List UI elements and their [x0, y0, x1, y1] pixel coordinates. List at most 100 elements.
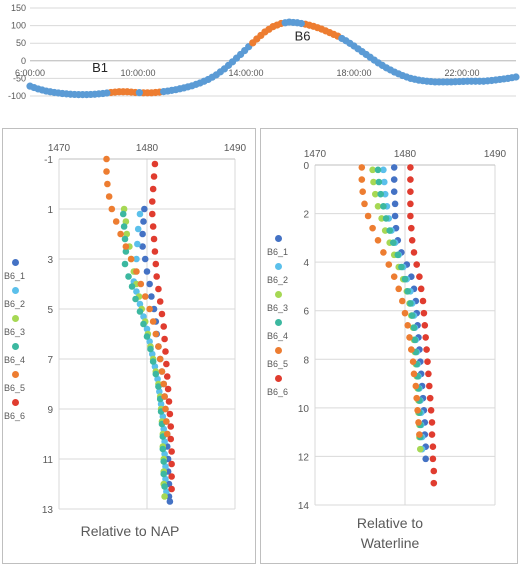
- data-point: [407, 212, 414, 220]
- data-point: [419, 77, 427, 85]
- data-point: [375, 178, 383, 186]
- legend-swatch: [275, 263, 282, 270]
- data-point: [151, 363, 159, 370]
- data-point: [103, 168, 110, 175]
- data-point: [136, 308, 144, 315]
- data-point: [224, 61, 233, 69]
- data-point: [500, 75, 508, 83]
- data-point: [112, 218, 120, 225]
- x-tick-label: 1470: [48, 143, 71, 154]
- data-point: [381, 178, 388, 186]
- data-point: [153, 273, 160, 280]
- data-point: [422, 455, 429, 463]
- data-point: [152, 330, 160, 338]
- data-point: [119, 88, 127, 96]
- waterline-caption-line: Waterline: [360, 535, 420, 551]
- data-point: [407, 300, 414, 307]
- data-point: [408, 312, 416, 319]
- data-point: [133, 288, 140, 295]
- data-point: [143, 325, 151, 333]
- data-point: [416, 273, 423, 281]
- waterline-caption-line: Relative to: [356, 515, 424, 531]
- x-tick-label: 18:00:00: [336, 68, 371, 78]
- data-point: [380, 166, 387, 174]
- data-point: [167, 423, 175, 430]
- data-point: [149, 318, 157, 325]
- data-point: [475, 77, 484, 85]
- data-point: [127, 88, 135, 96]
- data-point: [424, 358, 431, 366]
- x-tick-label: 1490: [484, 149, 507, 160]
- data-point: [428, 431, 436, 438]
- legend-swatch: [12, 259, 19, 266]
- legend-label: B6_1: [267, 247, 289, 257]
- data-point: [386, 66, 395, 74]
- data-point: [380, 249, 387, 256]
- data-point: [133, 268, 140, 275]
- data-point: [390, 239, 397, 247]
- data-point: [134, 240, 141, 248]
- data-point: [467, 77, 476, 85]
- data-point: [135, 89, 143, 97]
- data-point: [370, 56, 378, 64]
- data-point: [407, 164, 414, 171]
- data-point: [166, 498, 174, 505]
- data-point: [164, 385, 172, 393]
- data-point: [273, 21, 281, 29]
- data-point: [297, 19, 305, 28]
- data-point: [281, 19, 289, 27]
- data-point: [427, 406, 435, 414]
- waterline-profile-chart: 0 2 4 6 8 10 12 14 1470 1480 1490: [298, 149, 507, 512]
- data-point: [157, 400, 165, 408]
- data-point: [162, 348, 169, 355]
- data-point: [411, 336, 419, 344]
- data-point: [160, 323, 168, 330]
- data-point: [160, 380, 168, 388]
- data-point: [407, 188, 414, 196]
- data-point: [377, 190, 384, 198]
- data-point: [257, 31, 265, 40]
- data-point: [122, 248, 130, 255]
- legend-item: B6_4: [4, 343, 44, 373]
- data-point: [151, 160, 159, 168]
- data-point: [401, 309, 409, 317]
- legend-label: B6_4: [4, 355, 26, 365]
- data-point: [156, 355, 164, 363]
- data-point: [508, 74, 516, 82]
- legend-item: B6_3: [4, 315, 44, 345]
- data-point: [105, 193, 113, 200]
- data-point: [192, 80, 200, 88]
- data-point: [158, 310, 166, 318]
- nap-profile-panel: -1 1 3 5 7 9 11 13 1470 1480 1490 B6_1 B6_2 B6_3 B6_4…: [2, 128, 256, 564]
- data-point: [103, 155, 110, 163]
- data-point: [422, 334, 429, 341]
- y-tick-label: 11: [43, 455, 54, 466]
- data-point: [146, 338, 153, 345]
- data-point: [151, 248, 159, 255]
- data-point: [159, 413, 167, 420]
- data-point: [429, 455, 437, 463]
- data-point: [168, 473, 175, 480]
- data-point: [459, 77, 467, 85]
- data-point: [426, 394, 434, 402]
- data-point: [359, 188, 366, 196]
- data-point: [241, 46, 249, 55]
- y-tick-label: 150: [11, 3, 26, 13]
- y-tick-label: -1: [44, 155, 53, 166]
- data-point: [413, 394, 420, 402]
- legend-label: B6_2: [267, 275, 289, 285]
- data-point: [163, 360, 170, 368]
- data-point: [117, 230, 124, 238]
- data-point: [428, 419, 436, 426]
- data-point: [163, 488, 170, 495]
- y-tick-label: 6: [303, 307, 309, 318]
- data-point: [111, 88, 119, 96]
- y-tick-label: 12: [298, 452, 310, 463]
- data-point: [139, 230, 146, 238]
- data-point: [390, 176, 398, 183]
- data-point: [361, 200, 368, 208]
- data-point: [380, 202, 387, 210]
- data-point: [143, 268, 151, 275]
- data-point: [143, 89, 152, 97]
- y-tick-label: 2: [303, 210, 309, 221]
